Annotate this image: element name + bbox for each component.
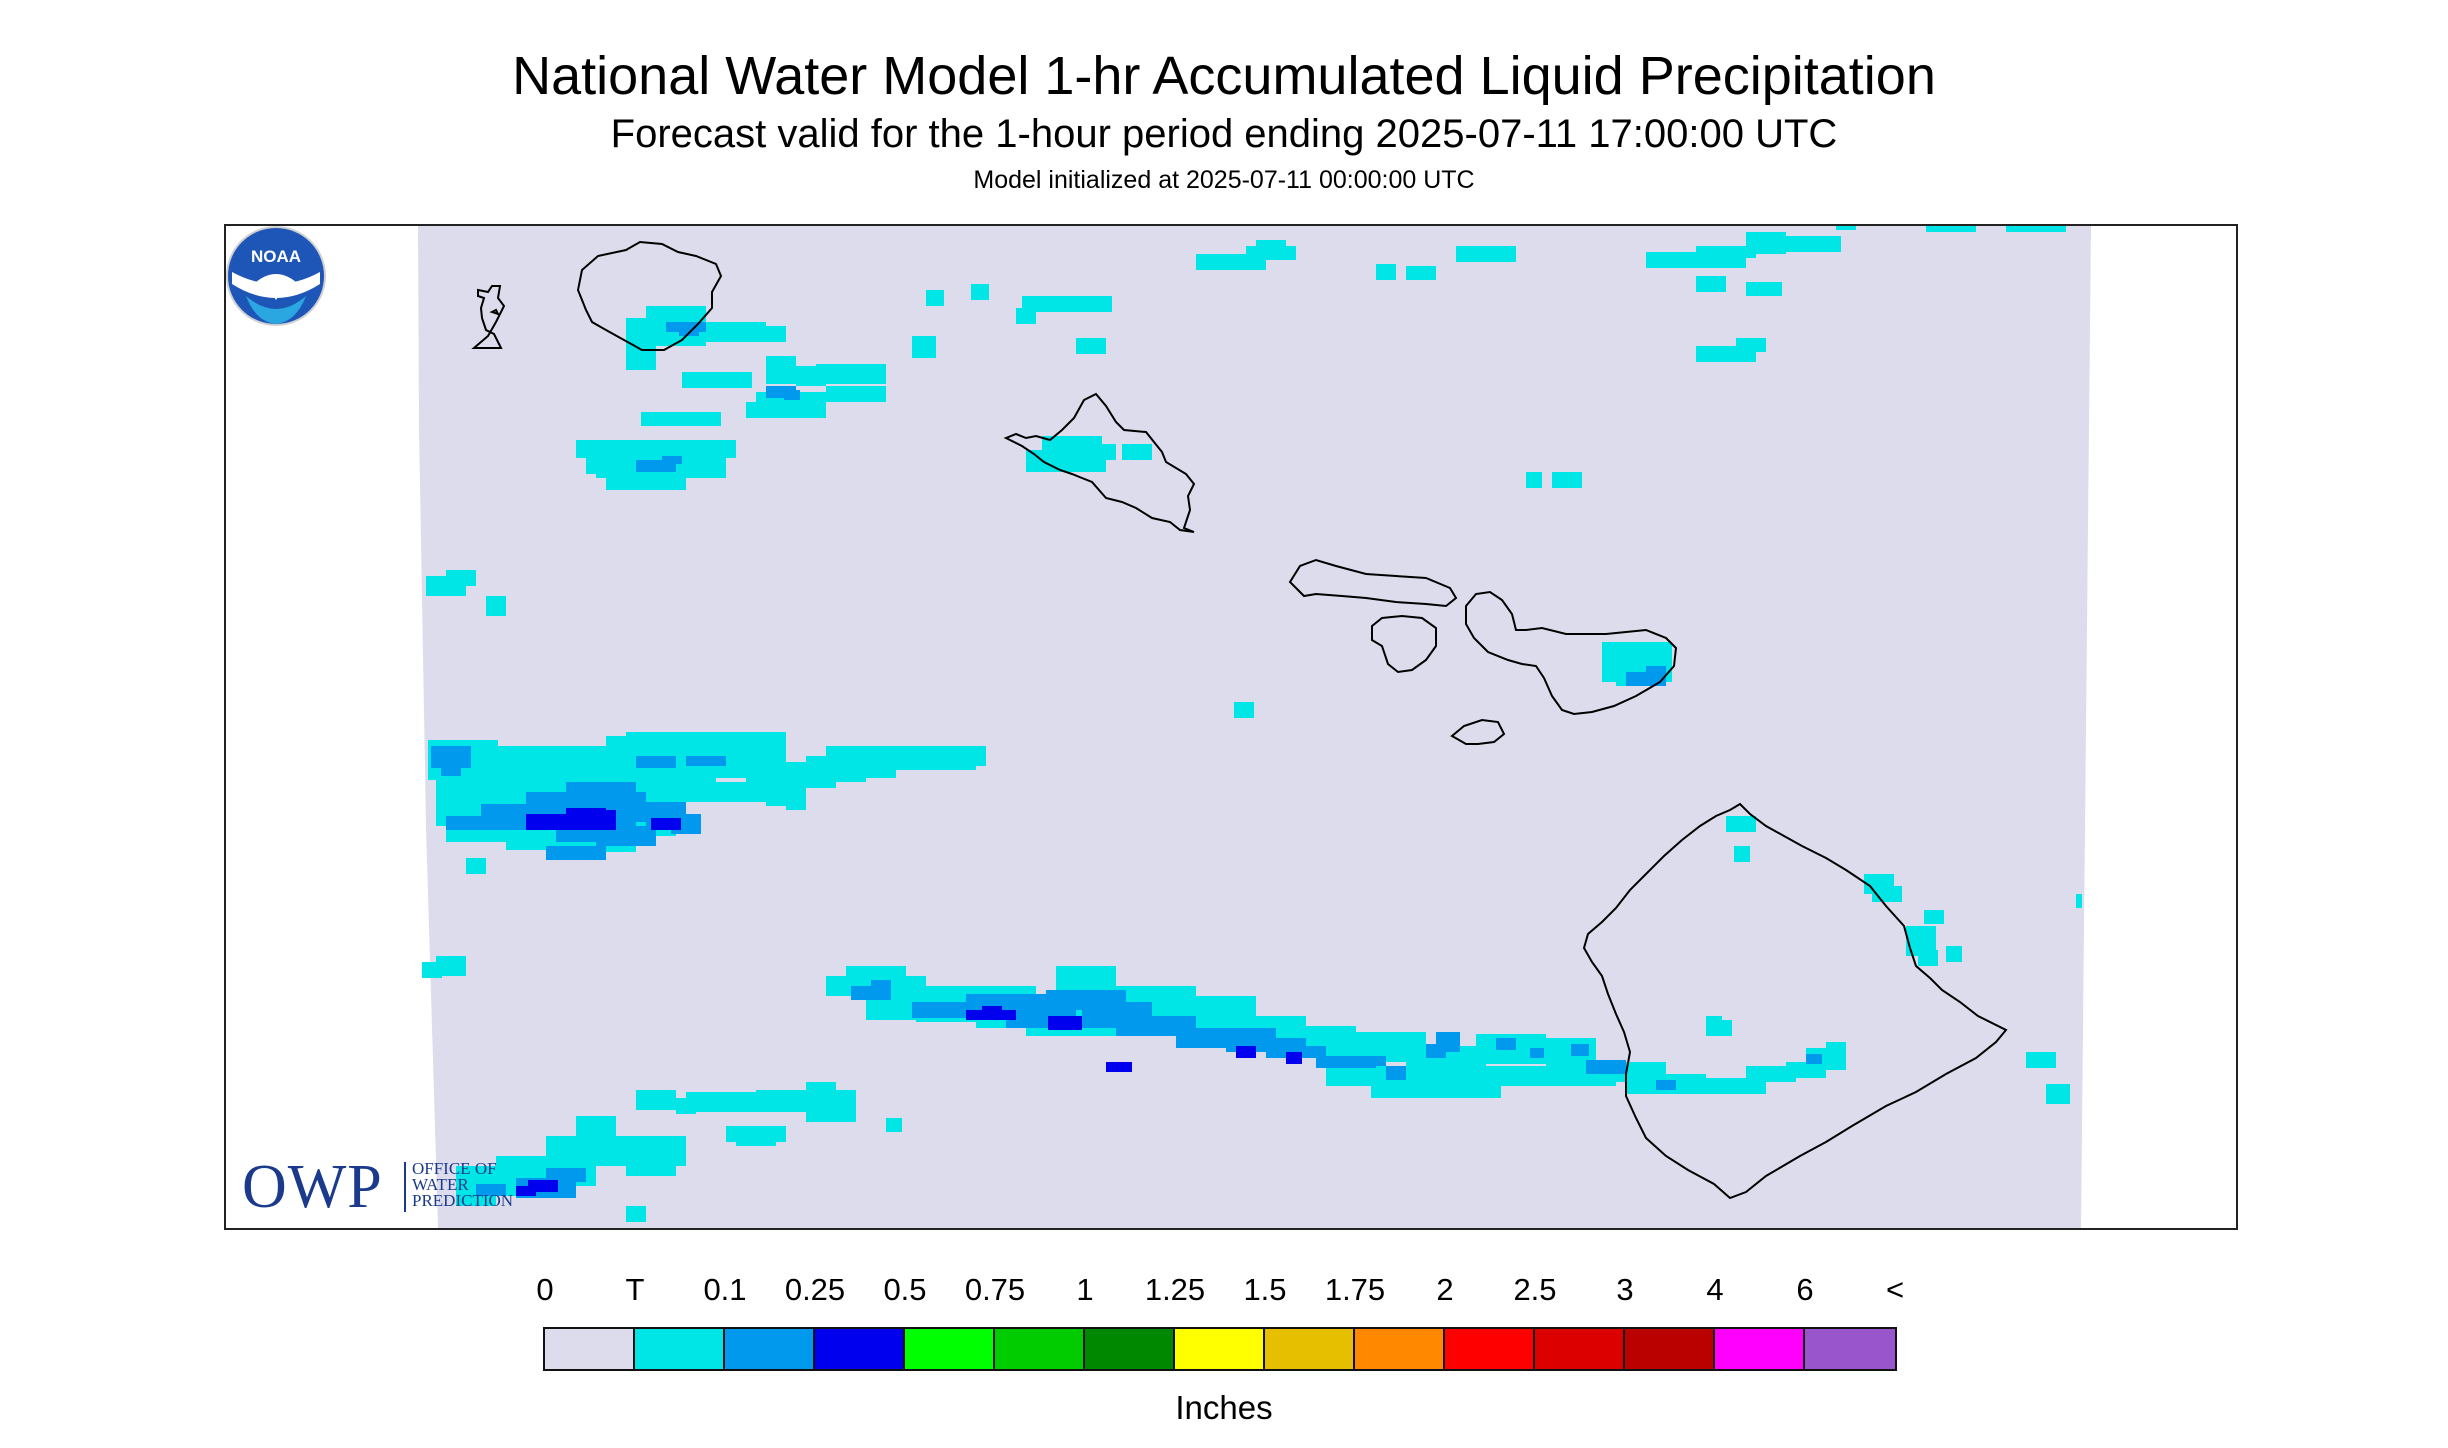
legend-units: Inches: [1175, 1389, 1273, 1426]
owp-logo: OWP OFFICE OF WATER PREDICTION: [242, 1156, 572, 1218]
coastline-hawaii: [1582, 802, 2008, 1200]
noaa-logo: NOAA: [226, 226, 326, 326]
chart-subtitle: Forecast valid for the 1-hour period end…: [610, 112, 1838, 156]
legend-swatch: [1175, 1329, 1265, 1369]
coastlines: [471, 240, 2008, 1200]
model-domain: [418, 226, 2091, 1228]
coastline-kahoolawe: [1450, 718, 1506, 745]
coastline-oahu: [1003, 392, 1196, 533]
owp-logo-text: OWP: [242, 1153, 383, 1221]
legend-swatch: [1805, 1329, 1895, 1369]
legend-labels: 0 T 0.1 0.25 0.5 0.75 1 1.25 1.5 1.75 2 2.5 3 4 6 <: [0, 1272, 2448, 1312]
legend-swatch: [635, 1329, 725, 1369]
owp-logo-line-1: OFFICE OF: [412, 1159, 497, 1178]
legend-label: 2.5: [1513, 1272, 1557, 1307]
legend-label: 6: [1796, 1272, 1814, 1307]
legend-colorbar: [543, 1327, 1897, 1371]
legend-swatch: [1085, 1329, 1175, 1369]
legend-label: 2: [1436, 1272, 1454, 1307]
precip-light: [431, 322, 1822, 1198]
noaa-logo-text: NOAA: [251, 247, 301, 266]
legend-swatch: [1355, 1329, 1445, 1369]
model-init-line: Model initialized at 2025-07-11 00:00:00…: [973, 166, 1475, 194]
legend-label: 1.5: [1243, 1272, 1287, 1307]
legend-swatch: [995, 1329, 1085, 1369]
coastline-molokai: [1288, 558, 1458, 608]
legend-swatch: [545, 1329, 635, 1369]
legend-swatch: [1715, 1329, 1805, 1369]
legend-label: T: [625, 1272, 645, 1307]
legend-label: 4: [1706, 1272, 1724, 1307]
legend-swatch: [1535, 1329, 1625, 1369]
coastline-niihau-islet: [489, 308, 500, 316]
legend-swatch: [815, 1329, 905, 1369]
legend-swatch: [1265, 1329, 1355, 1369]
precipitation-map: OWP OFFICE OF WATER PREDICTION NOAA: [224, 224, 2238, 1230]
owp-logo-divider: [404, 1162, 406, 1212]
legend-label: 0: [536, 1272, 554, 1307]
coastline-lanai: [1371, 614, 1437, 674]
legend-label: 1.25: [1144, 1272, 1206, 1307]
coastline-maui: [1465, 590, 1678, 716]
coastline-kauai: [576, 240, 723, 351]
legend-label: 0.5: [883, 1272, 927, 1307]
legend-label: <: [1885, 1272, 1905, 1307]
owp-logo-line-3: PREDICTION: [412, 1191, 514, 1210]
legend-swatch: [1445, 1329, 1535, 1369]
coastline-niihau: [471, 285, 506, 349]
legend-label: 1: [1076, 1272, 1094, 1307]
chart-title: National Water Model 1-hr Accumulated Li…: [512, 46, 1936, 106]
legend-swatch: [725, 1329, 815, 1369]
legend-swatch: [1625, 1329, 1715, 1369]
legend-label: 0.75: [964, 1272, 1026, 1307]
legend-label: 3: [1616, 1272, 1634, 1307]
legend-label: 1.75: [1324, 1272, 1386, 1307]
owp-logo-line-2: WATER: [412, 1175, 469, 1194]
map-canvas: [418, 226, 2091, 1228]
legend-swatch: [905, 1329, 995, 1369]
legend-label: 0.1: [703, 1272, 747, 1307]
owp-logo-subtext: OFFICE OF WATER PREDICTION: [412, 1159, 514, 1210]
legend-label: 0.25: [784, 1272, 846, 1307]
precip-moderate: [516, 808, 1302, 1196]
